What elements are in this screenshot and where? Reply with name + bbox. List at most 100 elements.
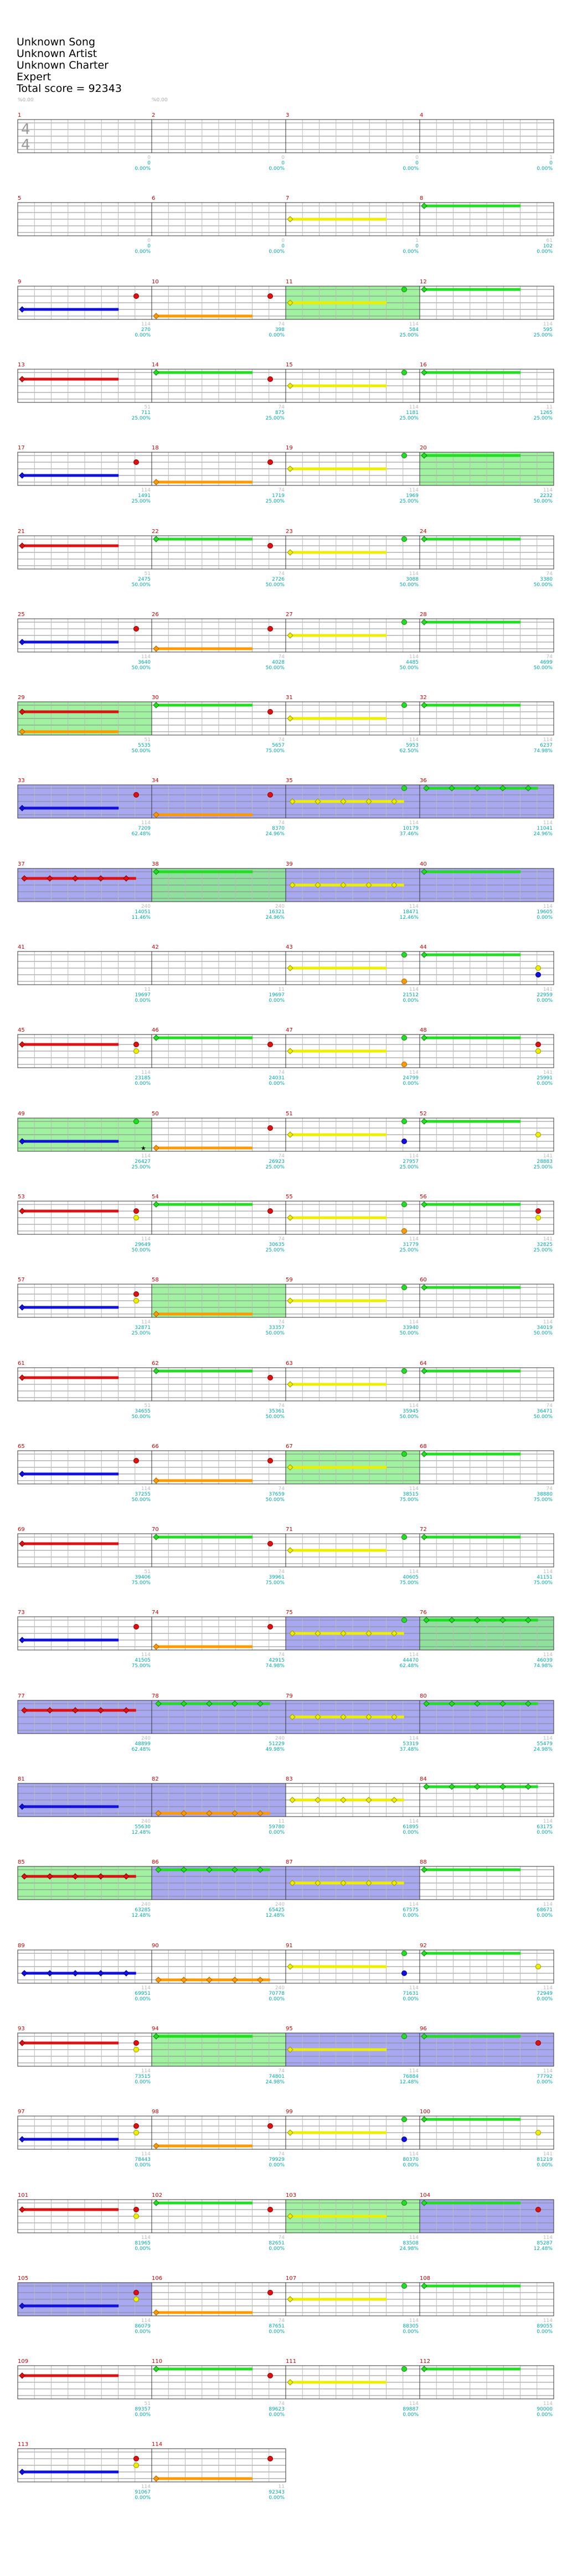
measure-score: 14051 (135, 909, 151, 915)
measure-note-count: 240 (141, 1736, 151, 1741)
measure-percent: 50.00% (266, 665, 285, 671)
orange-note (181, 1977, 187, 1983)
measure-frame (419, 119, 554, 153)
yellow-note (287, 1963, 293, 1970)
measure-number: 12 (420, 279, 427, 285)
measure-number: 29 (18, 695, 25, 701)
measure-note-count: 0 (147, 155, 151, 161)
green-note (153, 1201, 159, 1208)
measure-note-count: 114 (141, 322, 151, 327)
sustain-bar (156, 870, 253, 873)
measure-score: 89357 (135, 2407, 151, 2412)
sustain-bar (290, 2215, 387, 2218)
measure-note-count: 114 (543, 1320, 553, 1325)
measure-percent: 50.00% (400, 665, 419, 671)
measure-number: 74 (152, 1610, 159, 1616)
measure-percent: 0.00% (403, 1913, 419, 1918)
measure-percent: 25.00% (400, 1165, 419, 1170)
red-note (267, 293, 273, 299)
orange-note (231, 1977, 238, 1983)
measure-number: 88 (420, 1859, 427, 1865)
sustain-bar (290, 1133, 387, 1136)
measure-note-count: 114 (543, 1736, 553, 1741)
measure-score: 5657 (272, 743, 285, 748)
measure: 4 100.00% (419, 112, 554, 172)
measure-note-count: 114 (409, 1652, 419, 1658)
measure-percent: 0.00% (269, 998, 285, 1003)
yellow-note (391, 1880, 398, 1886)
measure-number: 82 (152, 1776, 159, 1782)
measure-note-count: 114 (141, 1153, 151, 1159)
measure-percent: 75.00% (266, 748, 285, 754)
measure-note-count: 240 (275, 904, 285, 909)
sustain-bar (22, 474, 119, 477)
measure-note-count: 74 (279, 2235, 285, 2241)
measure-note-count: 240 (275, 1985, 285, 1991)
measure-percent: 0.00% (537, 2163, 553, 2168)
measure-percent: 75.00% (534, 1580, 553, 1586)
blue-note (19, 1138, 25, 1145)
sustain-bar (156, 1036, 253, 1039)
measure-percent: 25.00% (400, 1248, 419, 1253)
measure-number: 42 (152, 944, 159, 950)
measure-score: 19605 (537, 909, 553, 915)
sustain-bar (22, 544, 119, 547)
sustain-bar (156, 371, 253, 374)
measure-note-count: 114 (409, 1902, 419, 1907)
measure-percent: 0.00% (135, 2163, 151, 2168)
measure-number: 23 (286, 529, 293, 535)
red-note (19, 2040, 25, 2046)
yellow-note (365, 1880, 372, 1886)
measure-score: 37659 (269, 1492, 285, 1497)
measure-percent: 25.00% (534, 1248, 553, 1253)
orange-note (19, 728, 25, 735)
sustain-bar (22, 2374, 119, 2377)
orange-note (206, 1810, 213, 1817)
measure-percent: 0.00% (537, 1913, 553, 1918)
sustain-bar (156, 1868, 270, 1871)
measure-note-count: 51 (145, 737, 151, 743)
measure-score: 26427 (135, 1159, 151, 1165)
measure-number: 4 (420, 112, 423, 118)
red-note (267, 1458, 273, 1463)
measure-number: 86 (152, 1859, 159, 1865)
measure-score: 63285 (135, 1907, 151, 1913)
green-note (401, 1451, 407, 1457)
sustain-bar (424, 2118, 521, 2121)
yellow-note (287, 1381, 293, 1388)
orange-note (153, 1311, 159, 1317)
red-note (267, 1208, 273, 1214)
measure-percent: 25.00% (400, 499, 419, 504)
red-note (133, 1458, 139, 1463)
measure-frame (419, 2032, 554, 2067)
yellow-note (365, 1714, 372, 1720)
measure-number: 84 (420, 1776, 427, 1782)
measure-score: 0 (281, 161, 285, 166)
measure-number: 21 (18, 529, 25, 535)
measure-percent: 75.00% (132, 1663, 151, 1669)
orange-note (153, 2309, 159, 2316)
sustain-bar (156, 813, 253, 816)
green-note (401, 2200, 407, 2206)
measure-frame (419, 1367, 554, 1401)
blue-note (535, 972, 541, 977)
yellow-note (287, 2129, 293, 2136)
yellow-note (133, 1298, 139, 1303)
orange-note (257, 1810, 264, 1817)
measure-number: 113 (18, 2441, 28, 2448)
sustain-bar (22, 2041, 119, 2045)
measure-number: 28 (420, 612, 427, 618)
measure-percent: 25.00% (400, 333, 419, 338)
measure-note-count: 74 (279, 1237, 285, 1242)
